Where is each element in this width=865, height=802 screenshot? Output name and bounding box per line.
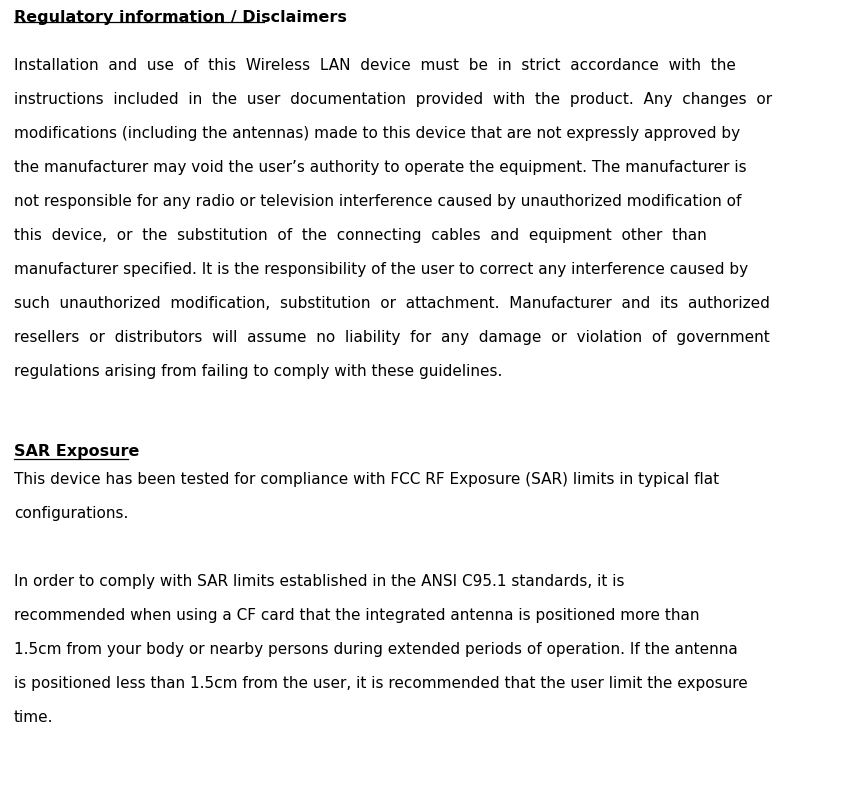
Text: time.: time. xyxy=(14,710,54,725)
Text: regulations arising from failing to comply with these guidelines.: regulations arising from failing to comp… xyxy=(14,364,503,379)
Text: instructions  included  in  the  user  documentation  provided  with  the  produ: instructions included in the user docume… xyxy=(14,92,772,107)
Text: configurations.: configurations. xyxy=(14,506,128,521)
Text: the manufacturer may void the user’s authority to operate the equipment. The man: the manufacturer may void the user’s aut… xyxy=(14,160,746,175)
Text: modifications (including the antennas) made to this device that are not expressl: modifications (including the antennas) m… xyxy=(14,126,740,141)
Text: 1.5cm from your body or nearby persons during extended periods of operation. If : 1.5cm from your body or nearby persons d… xyxy=(14,642,738,657)
Text: this  device,  or  the  substitution  of  the  connecting  cables  and  equipmen: this device, or the substitution of the … xyxy=(14,228,707,243)
Text: resellers  or  distributors  will  assume  no  liability  for  any  damage  or  : resellers or distributors will assume no… xyxy=(14,330,770,345)
Text: such  unauthorized  modification,  substitution  or  attachment.  Manufacturer  : such unauthorized modification, substitu… xyxy=(14,296,770,311)
Text: Regulatory information / Disclaimers: Regulatory information / Disclaimers xyxy=(14,10,347,25)
Text: manufacturer specified. It is the responsibility of the user to correct any inte: manufacturer specified. It is the respon… xyxy=(14,262,748,277)
Text: In order to comply with SAR limits established in the ANSI C95.1 standards, it i: In order to comply with SAR limits estab… xyxy=(14,574,625,589)
Text: is positioned less than 1.5cm from the user, it is recommended that the user lim: is positioned less than 1.5cm from the u… xyxy=(14,676,747,691)
Text: SAR Exposure: SAR Exposure xyxy=(14,444,139,459)
Text: Installation  and  use  of  this  Wireless  LAN  device  must  be  in  strict  a: Installation and use of this Wireless LA… xyxy=(14,58,736,73)
Text: This device has been tested for compliance with FCC RF Exposure (SAR) limits in : This device has been tested for complian… xyxy=(14,472,719,487)
Text: recommended when using a CF card that the integrated antenna is positioned more : recommended when using a CF card that th… xyxy=(14,608,700,623)
Text: not responsible for any radio or television interference caused by unauthorized : not responsible for any radio or televis… xyxy=(14,194,741,209)
